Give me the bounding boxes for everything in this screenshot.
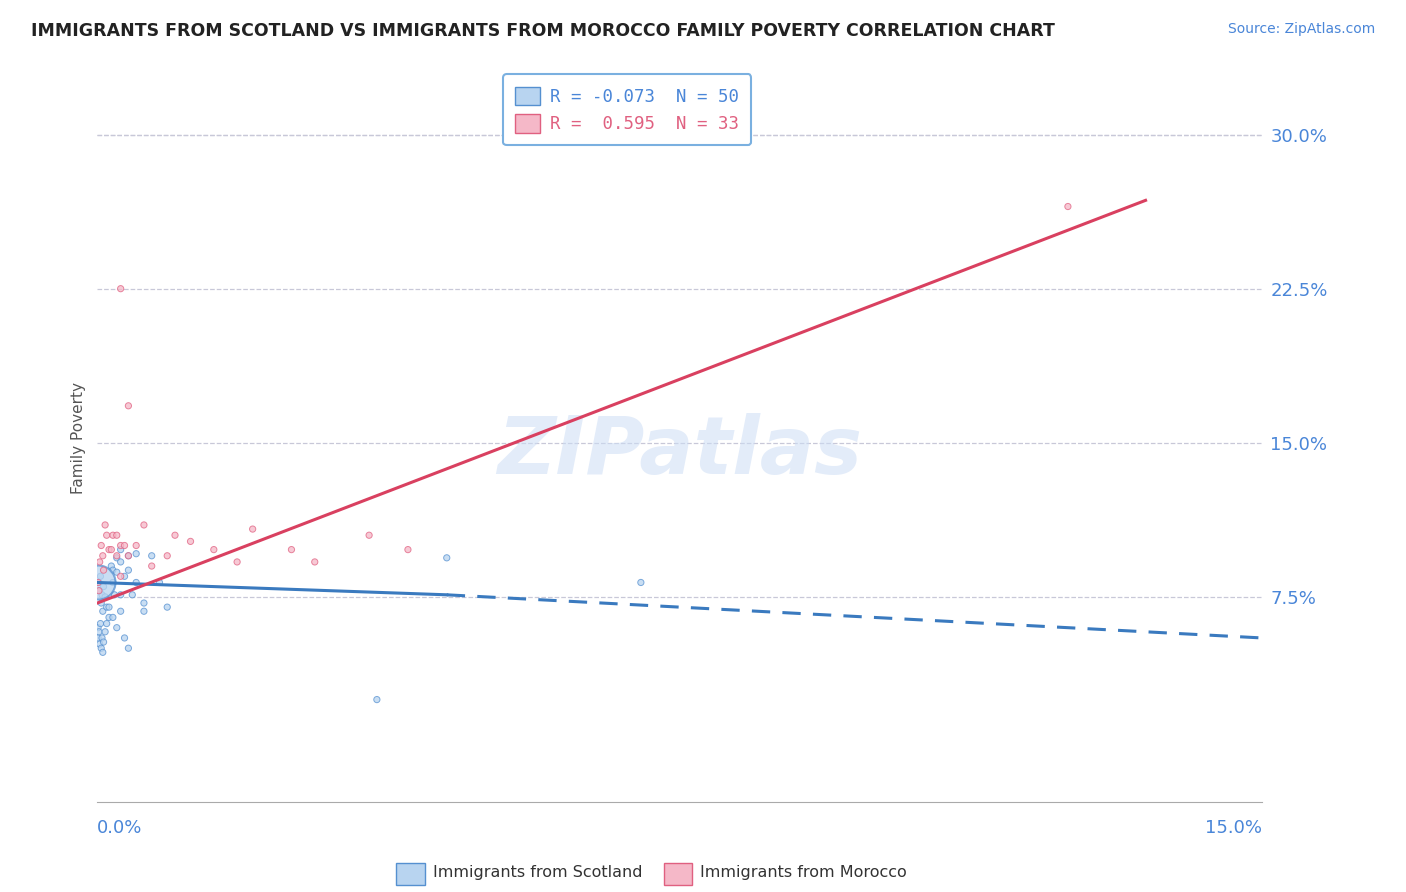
Point (87, 575, 110, 590)
Legend: R = -0.073  N = 50, R =  0.595  N = 33: R = -0.073 N = 50, R = 0.595 N = 33 (503, 74, 751, 145)
Point (110, 555, 132, 569)
Point (163, 528, 186, 542)
Point (125, 575, 148, 590)
Text: 15.0%: 15.0% (1205, 819, 1263, 837)
Point (141, 549, 163, 563)
Point (98, 600, 121, 615)
Point (94, 624, 117, 639)
Point (89, 616, 111, 631)
Point (110, 569, 132, 583)
Point (100, 559, 122, 574)
Point (94, 518, 117, 533)
Y-axis label: Family Poverty: Family Poverty (72, 382, 86, 493)
Point (117, 399, 139, 413)
Point (91, 645, 114, 659)
Point (89, 569, 111, 583)
Point (90, 539, 112, 553)
Point (93, 635, 115, 649)
Point (87, 621, 110, 635)
Point (87, 624, 110, 639)
Point (103, 588, 125, 602)
Point (96, 616, 118, 631)
Point (91, 631, 114, 645)
Point (105, 565, 128, 579)
Point (436, 550, 458, 565)
Point (117, 549, 139, 563)
Point (93, 580, 115, 594)
Point (98, 610, 121, 624)
Point (100, 542, 122, 557)
Point (202, 542, 225, 557)
Point (359, 528, 381, 542)
Point (105, 549, 128, 563)
Text: Immigrants from Morocco: Immigrants from Morocco (700, 865, 907, 880)
Text: Source: ZipAtlas.com: Source: ZipAtlas.com (1227, 22, 1375, 37)
Point (114, 631, 136, 645)
Point (94, 590, 117, 604)
Point (105, 528, 128, 542)
Point (110, 539, 132, 553)
Point (132, 604, 155, 618)
Point (91, 588, 114, 602)
Point (105, 550, 128, 565)
Point (90, 596, 112, 610)
Point (101, 575, 124, 590)
Point (105, 621, 128, 635)
Point (132, 518, 155, 533)
Point (117, 563, 139, 577)
Point (96, 600, 118, 615)
Point (90, 641, 112, 656)
Point (110, 604, 132, 618)
Point (366, 692, 388, 706)
Point (110, 588, 132, 602)
Point (180, 534, 202, 549)
Point (91, 549, 114, 563)
Point (101, 610, 124, 624)
Point (101, 528, 124, 542)
Point (304, 555, 326, 569)
Point (117, 549, 139, 563)
Point (89, 555, 111, 569)
Text: ZIPatlas: ZIPatlas (498, 413, 862, 491)
Point (91, 604, 114, 618)
Point (110, 282, 132, 296)
Point (156, 600, 179, 615)
Point (87, 575, 110, 590)
Point (156, 549, 179, 563)
Point (101, 563, 124, 577)
Point (114, 539, 136, 553)
Point (87, 575, 110, 590)
Point (89, 583, 111, 598)
Point (110, 542, 132, 557)
Point (148, 575, 170, 590)
Point (280, 542, 302, 557)
Point (125, 539, 148, 553)
Point (141, 559, 163, 574)
Point (226, 555, 249, 569)
Point (121, 588, 143, 602)
Point (396, 542, 419, 557)
Text: 0.0%: 0.0% (97, 819, 143, 837)
Point (98, 542, 121, 557)
Text: Immigrants from Scotland: Immigrants from Scotland (433, 865, 643, 880)
Point (87, 583, 110, 598)
Point (87, 631, 110, 645)
Point (93, 563, 115, 577)
Point (242, 522, 264, 536)
Point (132, 596, 155, 610)
Point (1057, 200, 1080, 214)
Point (96, 528, 118, 542)
Point (125, 547, 148, 561)
Point (630, 575, 652, 590)
Text: IMMIGRANTS FROM SCOTLAND VS IMMIGRANTS FROM MOROCCO FAMILY POVERTY CORRELATION C: IMMIGRANTS FROM SCOTLAND VS IMMIGRANTS F… (31, 22, 1054, 40)
Point (89, 637, 111, 651)
Point (117, 641, 139, 656)
Point (114, 569, 136, 583)
